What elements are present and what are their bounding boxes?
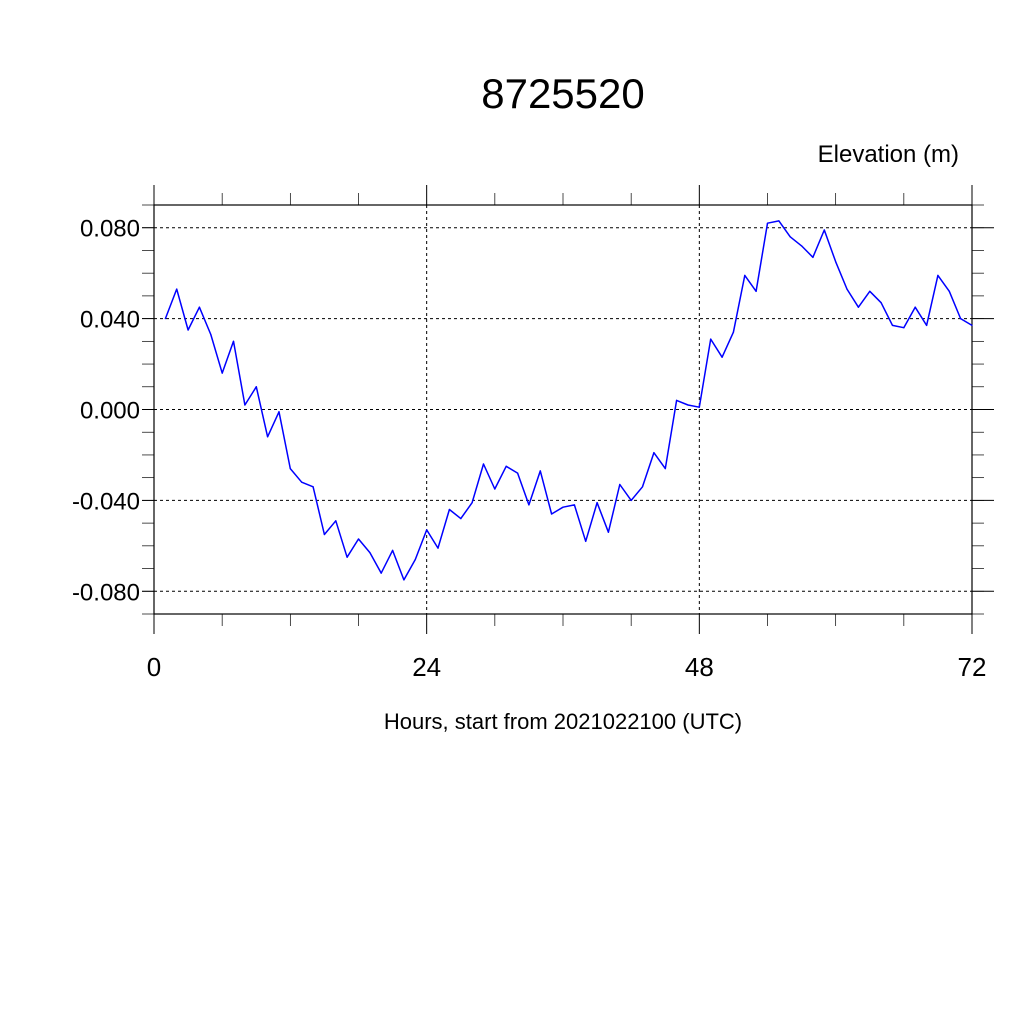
y-tick-label: 0.080 — [80, 216, 140, 243]
data-point — [198, 306, 201, 308]
data-point — [232, 340, 235, 342]
data-point — [210, 333, 212, 336]
y-tick-label: -0.040 — [72, 488, 140, 515]
data-point — [857, 306, 859, 308]
x-axis-label: Hours, start from 2021022100 (UTC) — [384, 709, 742, 734]
data-point — [426, 529, 428, 531]
data-point — [676, 399, 678, 402]
data-point — [596, 502, 598, 504]
data-point — [255, 386, 257, 388]
data-point — [391, 549, 394, 551]
data-point — [346, 556, 348, 558]
data-point — [869, 290, 871, 292]
data-point — [448, 508, 450, 511]
series-line — [164, 220, 973, 581]
y-tick-label: -0.080 — [72, 579, 140, 606]
data-point — [710, 338, 712, 340]
data-point — [948, 290, 950, 292]
data-point — [925, 324, 928, 327]
data-point — [460, 517, 462, 520]
data-point — [403, 579, 405, 581]
data-point — [187, 329, 189, 331]
data-point — [312, 486, 314, 488]
data-point — [414, 558, 416, 561]
data-point — [903, 327, 905, 329]
x-tick-label: 48 — [685, 652, 714, 682]
x-tick-label: 24 — [412, 652, 441, 682]
data-point — [960, 318, 962, 320]
data-point — [278, 411, 280, 413]
data-point — [800, 245, 803, 247]
data-point — [482, 463, 485, 465]
data-point — [244, 404, 246, 406]
data-point — [471, 502, 473, 504]
data-point — [573, 504, 575, 506]
y-tick-label: 0.040 — [80, 307, 140, 334]
data-point — [698, 406, 700, 408]
data-point — [607, 531, 610, 533]
data-point — [357, 538, 360, 540]
data-point — [914, 306, 916, 308]
data-point — [562, 506, 564, 508]
data-point — [732, 331, 735, 333]
data-point — [891, 324, 894, 327]
data-point — [653, 452, 655, 454]
data-point — [335, 520, 337, 522]
data-point — [664, 467, 666, 470]
data-point — [641, 486, 644, 488]
data-point — [176, 288, 178, 290]
x-tick-label: 72 — [958, 652, 987, 682]
data-point — [539, 470, 541, 472]
data-point — [880, 302, 882, 304]
data-point — [846, 288, 848, 290]
data-point — [164, 318, 166, 320]
x-tick-label: 0 — [147, 652, 161, 682]
y-axis-label: Elevation (m) — [818, 141, 959, 168]
data-point — [630, 499, 632, 501]
data-point — [721, 356, 723, 358]
data-point — [823, 229, 825, 231]
data-point — [789, 236, 791, 238]
data-point — [301, 481, 303, 483]
data-point — [380, 572, 382, 574]
y-tick-label: 0.000 — [80, 398, 140, 425]
data-point — [744, 274, 746, 277]
data-point — [289, 467, 291, 470]
data-point — [267, 436, 269, 438]
data-point — [528, 504, 530, 506]
data-point — [551, 513, 553, 515]
data-point — [505, 465, 507, 467]
data-point — [494, 488, 496, 490]
data-point — [369, 552, 371, 554]
data-point — [516, 472, 519, 474]
data-point — [778, 220, 780, 222]
data-point — [323, 533, 326, 536]
data-point — [437, 547, 439, 549]
data-point — [937, 274, 939, 277]
data-point — [835, 261, 837, 263]
data-point — [619, 483, 621, 486]
data-point — [812, 256, 814, 258]
data-point — [971, 324, 973, 327]
data-point — [755, 290, 757, 292]
data-point — [766, 222, 769, 224]
chart-title: 8725520 — [481, 70, 645, 117]
data-point — [687, 404, 689, 406]
data-point — [585, 540, 587, 542]
data-point — [221, 372, 223, 374]
